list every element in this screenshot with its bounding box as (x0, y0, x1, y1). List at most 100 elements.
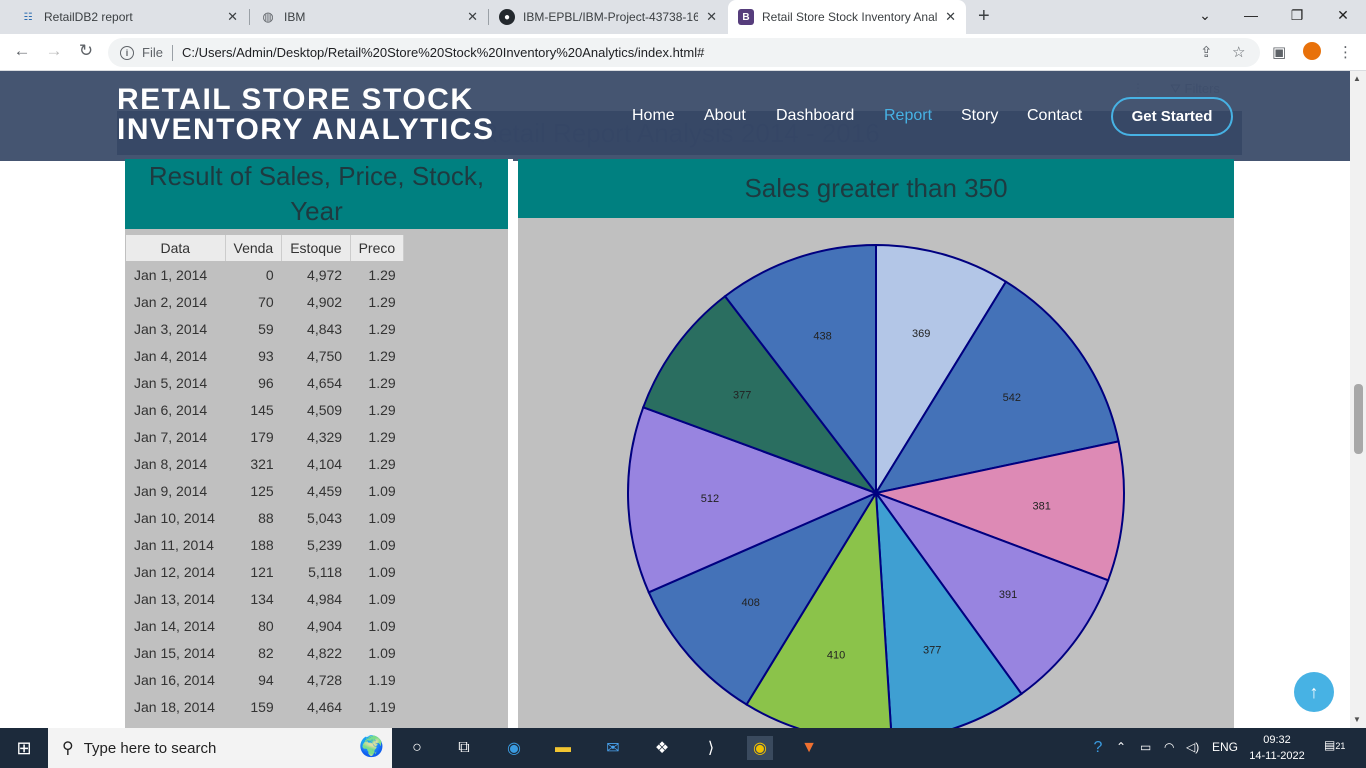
minimize-icon[interactable]: — (1244, 7, 1258, 23)
cortana-icon[interactable]: ○ (412, 739, 422, 756)
table-cell: 1.09 (368, 590, 396, 607)
pie-slice[interactable] (875, 243, 1008, 497)
table-cell: Jan 6, 2014 (134, 401, 208, 418)
browser-menu-icon[interactable]: ⋮ (1338, 44, 1353, 61)
close-tab-icon[interactable]: ✕ (467, 9, 478, 24)
tab-search-icon[interactable]: ⌄ (1199, 6, 1211, 23)
bookmark-star-icon[interactable]: ☆ (1232, 44, 1246, 61)
table-row: Jan 3, 2014 59 4,843 1.29 (126, 315, 404, 342)
edge-icon[interactable]: ◉ (507, 740, 521, 757)
pie-slice-label: 377 (923, 644, 941, 656)
tab-ibm[interactable]: ◍ IBM ✕ (250, 0, 488, 34)
pie-slice[interactable] (873, 280, 1120, 495)
address-bar[interactable]: i File C:/Users/Admin/Desktop/Retail%20S… (108, 38, 1260, 67)
wifi-icon[interactable]: ◠ (1164, 740, 1175, 754)
mail-icon[interactable]: ✉ (606, 740, 620, 757)
table-cell: 179 (250, 428, 274, 445)
pie-slice[interactable] (647, 490, 879, 706)
close-tab-icon[interactable]: ✕ (945, 9, 956, 24)
pie-slice[interactable] (873, 490, 1110, 696)
pie-slice-label: 542 (1003, 392, 1021, 404)
nav-dashboard[interactable]: Dashboard (776, 107, 855, 124)
table-row: Jan 16, 2014 94 4,728 1.19 (126, 666, 404, 693)
table-cell: Jan 14, 2014 (134, 617, 215, 634)
windows-start-icon[interactable]: ⊞ (16, 737, 32, 758)
pie-slice[interactable] (723, 243, 877, 496)
scroll-down-arrow[interactable]: ▼ (1353, 715, 1361, 724)
back-icon[interactable]: ← (13, 41, 31, 60)
dropbox-icon[interactable]: ❖ (654, 740, 670, 757)
column-header[interactable]: Preco (350, 235, 405, 261)
back-to-top-button[interactable]: ↑ (1294, 672, 1334, 712)
page-viewport: Retail Report Analysis 2014 - 2016 ⋮ ⛛ F… (0, 71, 1350, 728)
get-started-button[interactable]: Get Started (1111, 97, 1233, 136)
table-row: Jan 12, 2014 121 5,118 1.09 (126, 558, 404, 585)
pie-slice[interactable] (872, 440, 1125, 582)
scroll-thumb[interactable] (1354, 384, 1363, 454)
column-header[interactable]: Estoque (281, 235, 351, 261)
new-tab-button[interactable]: + (978, 5, 990, 27)
taskbar-search[interactable]: ⚲ Type here to search 🌍 (48, 728, 392, 768)
pie-slice[interactable] (874, 489, 1023, 728)
file-explorer-icon[interactable]: ▬ (555, 739, 571, 756)
table-cell: 159 (250, 698, 274, 715)
pie-slice[interactable] (627, 405, 879, 594)
close-tab-icon[interactable]: ✕ (227, 9, 238, 24)
nav-report[interactable]: Report (884, 107, 933, 124)
tab-github[interactable]: ● IBM-EPBL/IBM-Project-43738-16 ✕ (489, 0, 727, 34)
chart-title: Sales greater than 350 (518, 159, 1234, 218)
close-tab-icon[interactable]: ✕ (706, 9, 717, 24)
share-icon[interactable]: ⇪ (1200, 44, 1213, 61)
table-cell: 4,902 (307, 293, 343, 310)
task-view-icon[interactable]: ⧉ (458, 739, 470, 756)
clock[interactable]: 09:32 14-11-2022 (1249, 734, 1305, 762)
site-logo[interactable]: RETAIL STORE STOCK INVENTORY ANALYTICS (117, 83, 495, 146)
side-panel-icon[interactable]: ▣ (1272, 44, 1287, 61)
url-text[interactable]: C:/Users/Admin/Desktop/Retail%20Store%20… (181, 45, 705, 60)
nav-contact[interactable]: Contact (1027, 107, 1083, 124)
show-hidden-icons[interactable]: ⌃ (1116, 740, 1127, 754)
table-cell: Jan 1, 2014 (134, 266, 208, 283)
table-cell: Jan 16, 2014 (134, 671, 215, 688)
table-row: Jan 6, 2014 145 4,509 1.29 (126, 396, 404, 423)
github-icon: ● (499, 9, 515, 25)
pie-slice[interactable] (642, 294, 879, 496)
nav-story[interactable]: Story (961, 107, 999, 124)
table-cell: 70 (258, 293, 274, 310)
chrome-icon[interactable]: ◉ (747, 736, 773, 760)
volume-icon[interactable]: ◁) (1186, 740, 1200, 754)
table-cell: Jan 12, 2014 (134, 563, 215, 580)
table-cell: 121 (250, 563, 274, 580)
tab-retaildb2[interactable]: ☷ RetailDB2 report ✕ (8, 0, 248, 34)
table-cell: Jan 3, 2014 (134, 320, 208, 337)
column-header[interactable]: Venda (225, 235, 283, 261)
info-icon[interactable]: i (120, 45, 134, 60)
scroll-up-arrow[interactable]: ▲ (1353, 74, 1361, 83)
battery-icon[interactable]: ▭ (1140, 740, 1152, 754)
git-tool-icon[interactable]: ▼ (801, 739, 817, 756)
restore-icon[interactable]: ❐ (1290, 6, 1304, 23)
table-cell: 4,654 (307, 374, 343, 391)
pie-slice-label: 391 (999, 589, 1017, 601)
browser-toolbar: ← → ↻ i File C:/Users/Admin/Desktop/Reta… (0, 34, 1366, 71)
page-scrollbar[interactable]: ▲ ▼ (1350, 71, 1366, 728)
notifications-icon[interactable]: ▤21 (1324, 738, 1346, 752)
forward-icon[interactable]: → (45, 41, 63, 60)
help-icon[interactable]: ? (1093, 739, 1103, 756)
profile-avatar[interactable] (1303, 42, 1321, 60)
table-cell: 145 (250, 401, 274, 418)
column-header[interactable]: Data (126, 235, 226, 261)
table-cell: 1.29 (368, 374, 396, 391)
vscode-icon[interactable]: ⟩ (707, 740, 715, 757)
pie-slice-label: 377 (733, 389, 751, 401)
close-window-icon[interactable]: ✕ (1337, 6, 1349, 23)
nav-home[interactable]: Home (632, 107, 675, 124)
pie-slice-label: 512 (701, 493, 719, 505)
language-indicator[interactable]: ENG (1212, 740, 1239, 754)
nav-about[interactable]: About (704, 107, 746, 124)
tab-retail-store[interactable]: B Retail Store Stock Inventory Anal ✕ (728, 0, 966, 34)
sales-pie-chart: 369 542 381 391 377 410 408 512 377 438 (627, 243, 1125, 728)
pie-slice[interactable] (745, 489, 892, 728)
table-cell: 5,043 (307, 509, 343, 526)
reload-icon[interactable]: ↻ (78, 41, 94, 60)
